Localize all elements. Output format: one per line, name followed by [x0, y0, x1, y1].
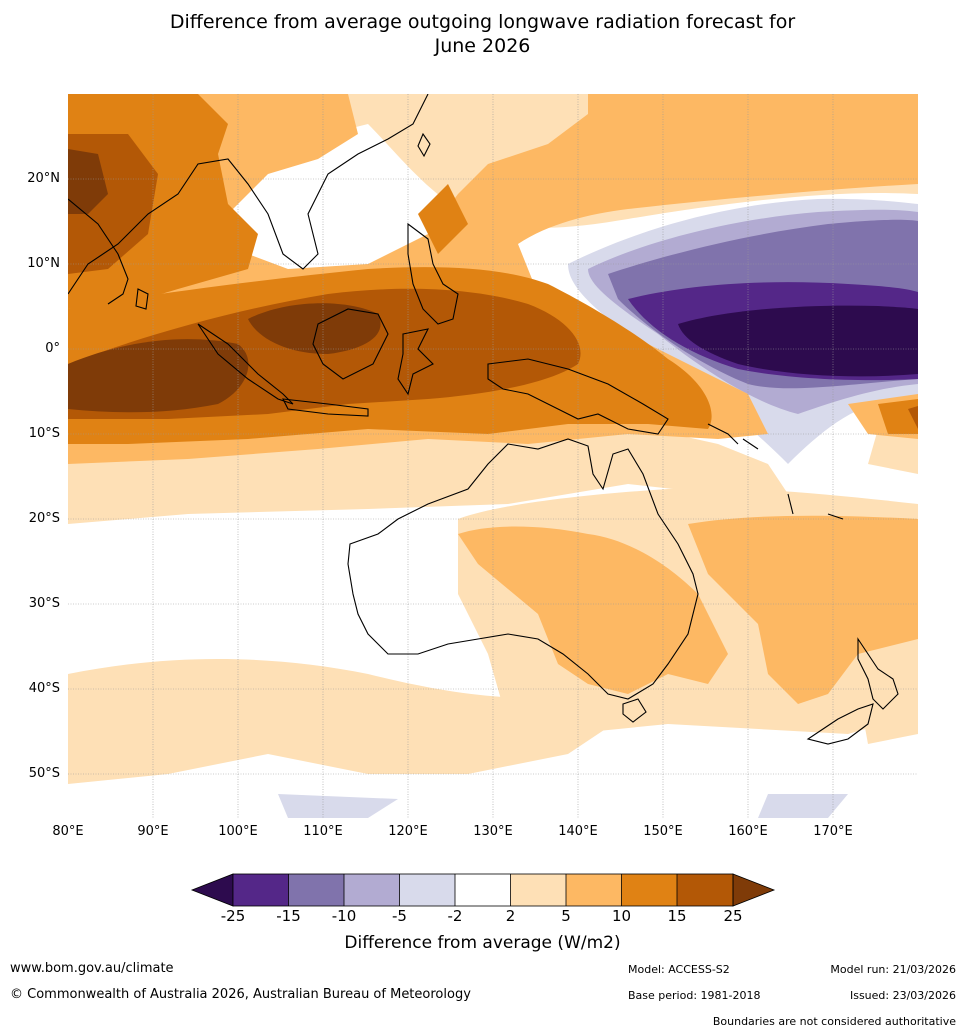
lon-label-150e: 150°E	[643, 824, 683, 839]
australia-coast	[347, 438, 699, 700]
band-lt-m25	[678, 305, 918, 377]
lon-label-110e: 110°E	[303, 824, 343, 839]
colorbar-tick: 25	[723, 907, 743, 925]
lon-label-80e: 80°E	[52, 824, 84, 839]
coastlines	[68, 94, 899, 745]
colorbar-swatch-m10-m5	[344, 874, 400, 906]
india-coast	[68, 198, 129, 305]
lon-label-90e: 90°E	[137, 824, 169, 839]
copyright-text: © Commonwealth of Australia 2026, Austra…	[10, 987, 471, 1002]
java-coast	[282, 398, 369, 417]
lat-label-40s: 40°S	[28, 681, 60, 696]
lat-label-20s: 20°S	[28, 511, 60, 526]
lat-label-20n: 20°N	[27, 171, 60, 186]
sulawesi-coast	[397, 328, 434, 396]
boundaries-disclaimer: Boundaries are not considered authoritat…	[712, 1015, 956, 1028]
lon-label-100e: 100°E	[218, 824, 258, 839]
new-guinea-coast	[487, 358, 669, 435]
taiwan-coast	[417, 132, 431, 158]
colorbar-tick: 15	[667, 907, 687, 925]
title-line-1: Difference from average outgoing longwav…	[169, 11, 796, 33]
title-line-2: June 2026	[434, 35, 531, 57]
philippines-coast	[407, 222, 459, 325]
lat-label-10n: 10°N	[27, 256, 60, 271]
new-zealand-north	[857, 637, 899, 710]
colorbar-frame	[232, 873, 734, 907]
lat-label-10s: 10°S	[28, 426, 60, 441]
lat-label-0: 0°	[45, 341, 60, 356]
colorbar-swatch-p10-15	[621, 874, 677, 906]
graticule	[68, 94, 918, 818]
colorbar-swatch-m15-m10	[288, 874, 344, 906]
colorbar-swatch-p15-25	[677, 874, 733, 906]
tasmania-coast	[622, 698, 647, 723]
colorbar-tick: -10	[331, 907, 357, 925]
anomaly-map	[68, 94, 918, 818]
solomon-islands	[707, 423, 759, 450]
lon-label-160e: 160°E	[728, 824, 768, 839]
lon-label-130e: 130°E	[473, 824, 513, 839]
colorbar-tick: -25	[220, 907, 246, 925]
colorbar-tick: 2	[505, 907, 516, 925]
colorbar-tick: 10	[611, 907, 632, 925]
borneo-coast	[312, 308, 389, 380]
colorbar-label: Difference from average (W/m2)	[344, 933, 621, 953]
map-title: Difference from average outgoing longwav…	[0, 10, 965, 58]
new-zealand-south	[806, 703, 874, 745]
colorbar	[190, 873, 776, 907]
colorbar-swatch-lt-m25	[190, 873, 234, 907]
vanuatu-fiji	[787, 493, 844, 520]
lat-label-50s: 50°S	[28, 766, 60, 781]
colorbar-tick: -15	[276, 907, 301, 925]
colorbar-swatch-p2-5	[510, 874, 566, 906]
sri-lanka-coast	[135, 288, 149, 310]
colorbar-swatch-p5-10	[566, 874, 622, 906]
sumatra-coast	[197, 323, 294, 405]
colorbar-swatch-m5-m2	[399, 874, 455, 906]
band-gt-25	[68, 149, 381, 413]
bom-website-link[interactable]: www.bom.gov.au/climate	[10, 961, 174, 976]
lat-label-30s: 30°S	[28, 596, 60, 611]
colorbar-swatch-gt-25	[732, 873, 776, 907]
colorbar-tick: -2	[447, 907, 463, 925]
colorbar-tick: 5	[561, 907, 571, 925]
lon-label-140e: 140°E	[558, 824, 598, 839]
lon-label-120e: 120°E	[388, 824, 428, 839]
lon-label-170e: 170°E	[813, 824, 853, 839]
asia-mainland-coast	[68, 94, 429, 295]
model-run-date: Model run: 21/03/2026	[830, 963, 956, 976]
colorbar-tick: -5	[392, 907, 407, 925]
colorbar-swatch-m25-m15	[233, 874, 289, 906]
base-period: Base period: 1981-2018	[628, 989, 761, 1002]
model-name: Model: ACCESS-S2	[628, 963, 730, 976]
map-canvas	[68, 94, 918, 818]
issued-date: Issued: 23/03/2026	[849, 989, 956, 1002]
colorbar-swatch-m2-2	[455, 874, 511, 906]
